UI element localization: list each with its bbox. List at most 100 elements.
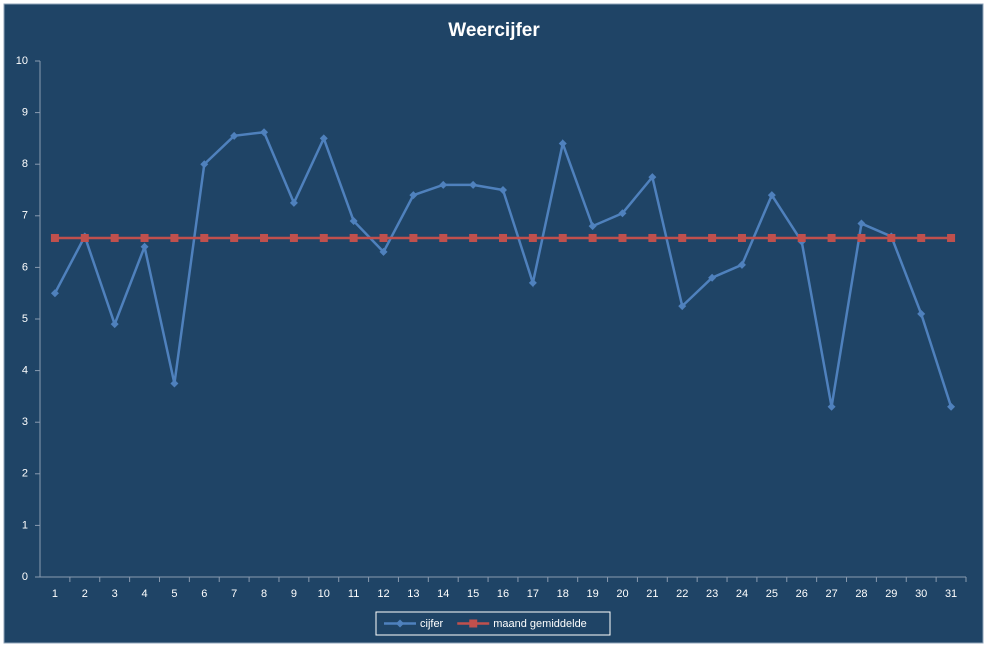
data-point [260, 233, 269, 242]
data-point [499, 186, 507, 194]
data-point [857, 219, 866, 228]
data-point [528, 233, 537, 242]
x-tick-label: 17 [527, 588, 539, 600]
legend-label: cijfer [420, 618, 444, 630]
x-tick-label: 4 [141, 588, 147, 600]
data-point [140, 242, 149, 251]
x-tick-label: 9 [291, 588, 297, 600]
data-point [857, 233, 866, 242]
data-point [170, 233, 179, 242]
data-point [379, 247, 388, 256]
data-point [678, 233, 687, 242]
x-tick-label: 20 [616, 588, 628, 600]
x-tick-label: 13 [407, 588, 419, 600]
x-tick-label: 31 [945, 588, 957, 600]
data-point [289, 233, 298, 242]
y-tick-label: 7 [22, 210, 28, 222]
data-point [110, 320, 119, 329]
data-point [708, 233, 717, 242]
y-tick-label: 4 [22, 365, 28, 377]
x-tick-label: 21 [646, 588, 658, 600]
y-tick-label: 2 [22, 468, 28, 480]
data-point [588, 233, 597, 242]
legend-label: maand gemiddelde [493, 618, 587, 630]
data-point [50, 233, 59, 242]
legend [375, 611, 611, 636]
data-point [200, 233, 209, 242]
data-point [887, 233, 896, 242]
data-point [618, 233, 627, 242]
data-point [648, 173, 657, 182]
data-point [678, 302, 687, 311]
data-point [379, 233, 388, 242]
data-point [469, 233, 478, 242]
x-tick-label: 7 [231, 588, 237, 600]
data-point [528, 278, 537, 287]
data-point [648, 233, 657, 242]
data-point [439, 180, 448, 189]
data-point [827, 402, 836, 411]
x-tick-label: 18 [557, 588, 569, 600]
x-tick-label: 14 [437, 588, 449, 600]
data-point [200, 160, 209, 169]
y-tick-label: 9 [22, 107, 28, 119]
x-tick-label: 22 [676, 588, 688, 600]
y-tick-label: 8 [22, 158, 28, 170]
y-tick-label: 10 [16, 55, 28, 67]
data-point [767, 233, 776, 242]
chart-title: Weercijfer [448, 20, 540, 41]
x-tick-label: 6 [201, 588, 207, 600]
data-point [349, 216, 358, 225]
data-point [170, 379, 179, 388]
data-point [260, 128, 269, 137]
data-point [499, 233, 507, 242]
data-point [767, 191, 776, 200]
x-tick-label: 25 [766, 588, 778, 600]
x-tick-label: 29 [885, 588, 897, 600]
data-point [917, 309, 926, 318]
data-point [409, 233, 418, 242]
chart-area [3, 3, 984, 644]
x-tick-label: 8 [261, 588, 267, 600]
y-tick-label: 0 [22, 571, 28, 583]
data-point [409, 191, 418, 200]
data-point [319, 233, 328, 242]
x-tick-label: 3 [112, 588, 118, 600]
y-tick-label: 6 [22, 261, 28, 273]
x-tick-label: 1 [52, 588, 58, 600]
x-tick-label: 19 [586, 588, 598, 600]
y-tick-label: 5 [22, 313, 28, 325]
data-point [737, 233, 746, 242]
x-tick-label: 30 [915, 588, 927, 600]
data-point [917, 233, 926, 242]
x-tick-label: 16 [497, 588, 509, 600]
data-point [439, 233, 448, 242]
data-point [947, 233, 956, 242]
data-point [588, 222, 597, 231]
x-tick-label: 15 [467, 588, 479, 600]
y-tick-label: 3 [22, 416, 28, 428]
x-tick-label: 24 [736, 588, 748, 600]
legend-marker [396, 619, 404, 628]
data-point [469, 180, 478, 189]
data-point [558, 139, 567, 148]
data-point [110, 233, 119, 242]
data-point [80, 233, 89, 242]
data-point [708, 273, 717, 282]
data-point [827, 233, 836, 242]
x-tick-label: 26 [796, 588, 808, 600]
x-tick-label: 27 [825, 588, 837, 600]
x-tick-label: 10 [318, 588, 330, 600]
legend-marker [469, 619, 478, 628]
data-point [230, 233, 239, 242]
x-tick-label: 12 [377, 588, 389, 600]
data-point [50, 289, 59, 298]
data-point [349, 233, 358, 242]
x-tick-label: 5 [171, 588, 177, 600]
data-point [140, 233, 149, 242]
data-point [230, 131, 239, 140]
x-tick-label: 2 [82, 588, 88, 600]
x-tick-label: 28 [855, 588, 867, 600]
data-point [797, 233, 806, 242]
data-point [319, 134, 328, 143]
